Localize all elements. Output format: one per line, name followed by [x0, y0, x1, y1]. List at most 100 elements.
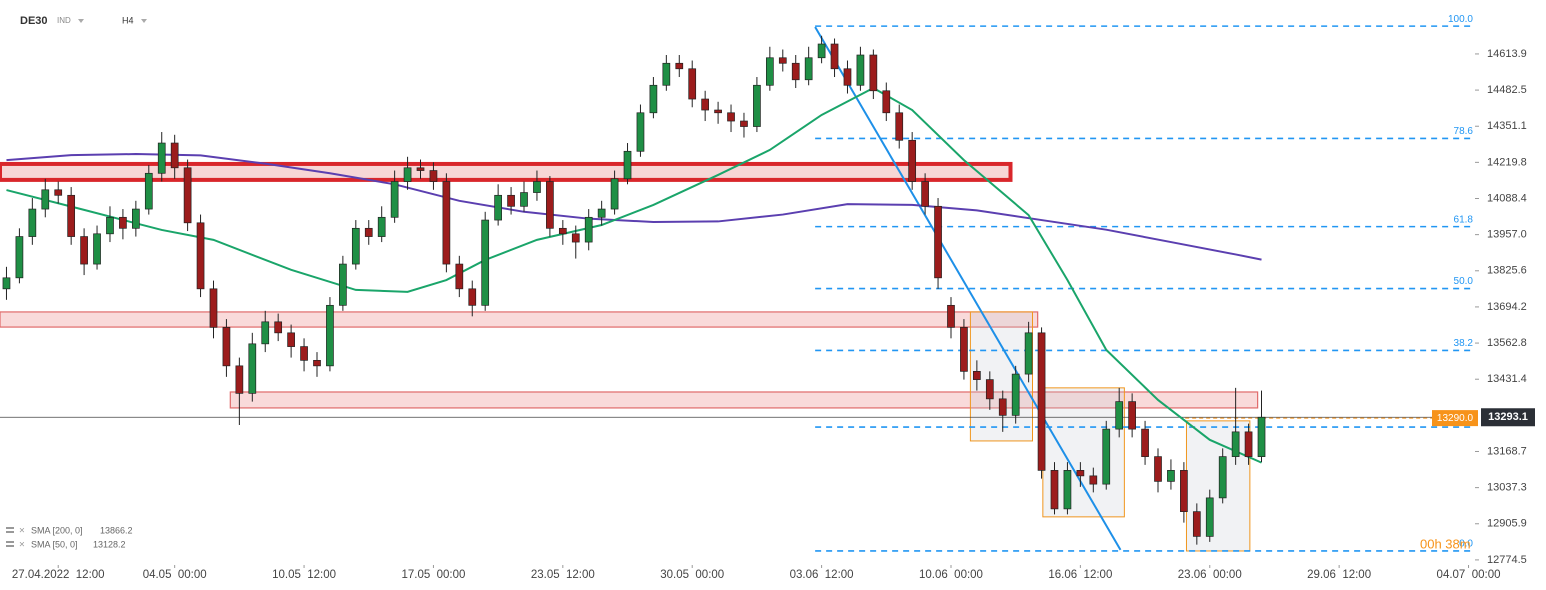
close-icon[interactable]: ×	[19, 526, 25, 537]
candle-body	[662, 62, 671, 86]
candle-body	[1205, 497, 1214, 537]
candle-body	[765, 57, 774, 86]
candle-body	[106, 216, 114, 235]
symbol[interactable]: DE30	[20, 15, 48, 27]
candle-body	[494, 194, 502, 221]
x-tick-label: 04.07 00:00	[1437, 569, 1501, 581]
y-tick-label: 14613.9	[1487, 48, 1527, 60]
x-tick-label: 23.06 00:00	[1178, 569, 1242, 581]
candle-body	[649, 84, 658, 114]
candle-body	[339, 263, 347, 306]
candle-body	[584, 216, 593, 243]
candle-body	[390, 181, 399, 218]
candle-body	[843, 68, 852, 86]
candle-body	[571, 233, 580, 243]
candle-body	[1063, 470, 1072, 510]
candle-body	[727, 112, 735, 122]
legend-icons: × ×	[6, 526, 25, 551]
candle-body	[1244, 431, 1253, 457]
candle-body	[791, 62, 800, 81]
candle-body	[144, 172, 153, 210]
candle-body	[830, 43, 839, 70]
y-tick-label: 12905.9	[1487, 518, 1527, 530]
candle-body	[597, 208, 606, 218]
candle-body	[67, 194, 76, 237]
candle-body	[753, 84, 761, 127]
candle-body	[119, 216, 127, 229]
candle-body	[481, 219, 490, 306]
fib-label: 61.8	[1454, 214, 1474, 225]
candle-body	[416, 167, 425, 171]
sma-line	[6, 153, 1262, 261]
candle-body	[895, 112, 904, 141]
dropdown-arrow[interactable]	[78, 19, 84, 23]
candle-body	[675, 62, 684, 70]
x-tick-label: 27.04.2022 12:00	[12, 569, 105, 581]
y-tick-label: 13168.7	[1487, 445, 1527, 457]
price-label: 13293.1	[1488, 411, 1528, 423]
candle-body	[183, 167, 192, 224]
candle-body	[947, 304, 955, 328]
dropdown-arrow[interactable]	[141, 19, 147, 23]
x-tick-label: 23.05 12:00	[531, 569, 595, 581]
candle-body	[804, 57, 813, 81]
candle-body	[15, 236, 24, 279]
x-tick-label: 10.05 12:00	[272, 569, 336, 581]
candle-body	[429, 170, 438, 182]
close-icon[interactable]: ×	[19, 540, 25, 551]
candle-body	[1257, 416, 1266, 457]
fib-label: 0.0	[1459, 539, 1473, 550]
y-tick-label: 13694.2	[1487, 301, 1527, 313]
interval[interactable]: H4	[122, 15, 134, 25]
x-tick-label: 04.05 00:00	[143, 569, 207, 581]
y-tick-label: 13037.3	[1487, 482, 1527, 494]
candle-body	[326, 304, 334, 367]
fib-label: 38.2	[1454, 338, 1474, 349]
candle-body	[1102, 428, 1111, 485]
candle-body	[921, 181, 929, 207]
x-tick-label: 30.05 00:00	[660, 569, 724, 581]
candle-body	[222, 326, 231, 367]
candle-body	[209, 288, 218, 328]
candle-body	[533, 181, 541, 193]
candle-body	[1167, 470, 1175, 482]
candle-body	[973, 370, 981, 380]
range-box	[969, 311, 1033, 442]
fib-label: 78.6	[1454, 126, 1474, 137]
candle-body	[364, 227, 373, 237]
candle-body	[41, 189, 50, 210]
candle-body	[934, 205, 942, 279]
candle-body	[869, 54, 878, 92]
candle-body	[157, 142, 166, 174]
candle-body	[455, 263, 464, 290]
legend-name: SMA [200, 0]	[31, 525, 83, 535]
candle-body	[274, 321, 283, 334]
candle-body	[235, 365, 244, 394]
candle-body	[1141, 428, 1149, 457]
y-tick-label: 14219.8	[1487, 156, 1527, 168]
candle-body	[817, 43, 826, 59]
candle-body	[985, 379, 994, 400]
candle-body	[1128, 401, 1136, 430]
candle-body	[300, 346, 308, 361]
sma-line	[6, 86, 1262, 464]
candle-body	[1024, 332, 1033, 375]
candle-body	[403, 167, 412, 182]
candle-body	[1050, 470, 1059, 510]
candle-body	[1180, 470, 1188, 512]
candle-body	[1076, 470, 1085, 477]
price-label-bg	[1481, 408, 1535, 427]
y-tick-label: 14351.1	[1487, 120, 1527, 132]
legend-value: 13128.2	[93, 539, 126, 549]
order-label: 13290.0	[1437, 413, 1474, 424]
candle-body	[882, 90, 891, 114]
y-tick-label: 13431.4	[1487, 373, 1527, 385]
x-tick-label: 16.06 12:00	[1048, 569, 1112, 581]
legend-value: 13866.2	[100, 525, 133, 535]
candle-body	[351, 227, 360, 265]
y-tick-label: 13957.0	[1487, 229, 1527, 241]
y-tick-label: 13825.6	[1487, 265, 1527, 277]
candle-body	[908, 139, 917, 182]
y-tick-label: 14482.5	[1487, 84, 1527, 96]
